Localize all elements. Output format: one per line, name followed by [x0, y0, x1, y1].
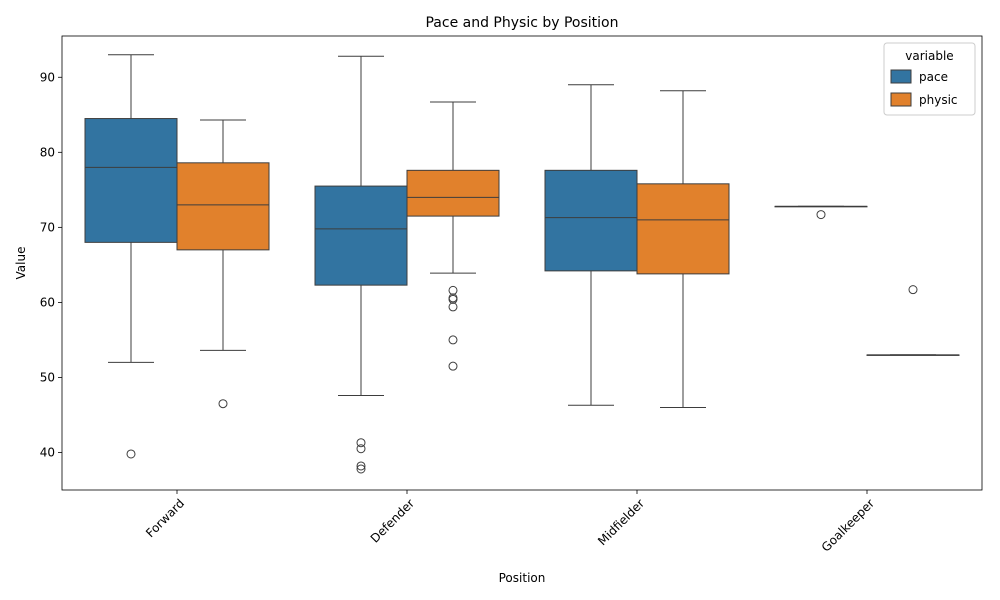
y-tick-label: 60: [40, 295, 55, 309]
outlier-point: [448, 302, 458, 312]
outlier-point: [448, 285, 458, 295]
legend-title: variable: [905, 49, 953, 63]
outlier-point: [448, 361, 458, 371]
box-physic-forward: [176, 119, 270, 409]
y-tick-label: 70: [40, 220, 55, 234]
x-tick-label-defender: Defender: [368, 496, 417, 545]
outlier-point: [356, 438, 366, 448]
legend-swatch-pace: [890, 69, 912, 84]
box-physic-goalkeeper: [866, 285, 960, 356]
y-tick-label: 80: [40, 145, 55, 159]
y-tick-label: 50: [40, 370, 55, 384]
x-tick-label-goalkeeper: Goalkeeper: [819, 496, 877, 554]
y-axis-label: Value: [14, 247, 28, 280]
legend-swatch-physic: [890, 92, 912, 107]
box-pace-forward: [84, 54, 178, 459]
legend-label-physic: physic: [919, 93, 958, 107]
box-iqr: [84, 118, 178, 243]
box-physic-defender: [406, 101, 500, 371]
outlier-point: [356, 464, 366, 474]
legend: variable pace physic: [883, 42, 976, 116]
y-tick-label: 90: [40, 70, 55, 84]
legend-label-pace: pace: [919, 70, 948, 84]
box-physic-midfielder: [636, 90, 730, 408]
box-pace-goalkeeper: [774, 205, 868, 220]
outlier-point: [908, 285, 918, 295]
box-pace-defender: [314, 55, 408, 474]
box-iqr: [314, 185, 408, 286]
x-tick-label-midfielder: Midfielder: [595, 496, 647, 548]
chart-title: Pace and Physic by Position: [425, 15, 618, 31]
box-iqr: [406, 169, 500, 217]
outlier-point: [356, 461, 366, 471]
y-tick-label: 40: [40, 445, 55, 459]
outlier-point: [218, 399, 228, 409]
box-pace-midfielder: [544, 84, 638, 406]
plot-area: [61, 35, 983, 491]
box-iqr: [636, 183, 730, 275]
outlier-point: [448, 335, 458, 345]
x-tick-label-forward: Forward: [143, 496, 187, 540]
outlier-point: [126, 449, 136, 459]
box-iqr: [176, 162, 270, 251]
outlier-point: [356, 444, 366, 454]
outlier-point: [816, 210, 826, 220]
x-axis-label: Position: [499, 571, 546, 585]
box-iqr: [544, 169, 638, 272]
